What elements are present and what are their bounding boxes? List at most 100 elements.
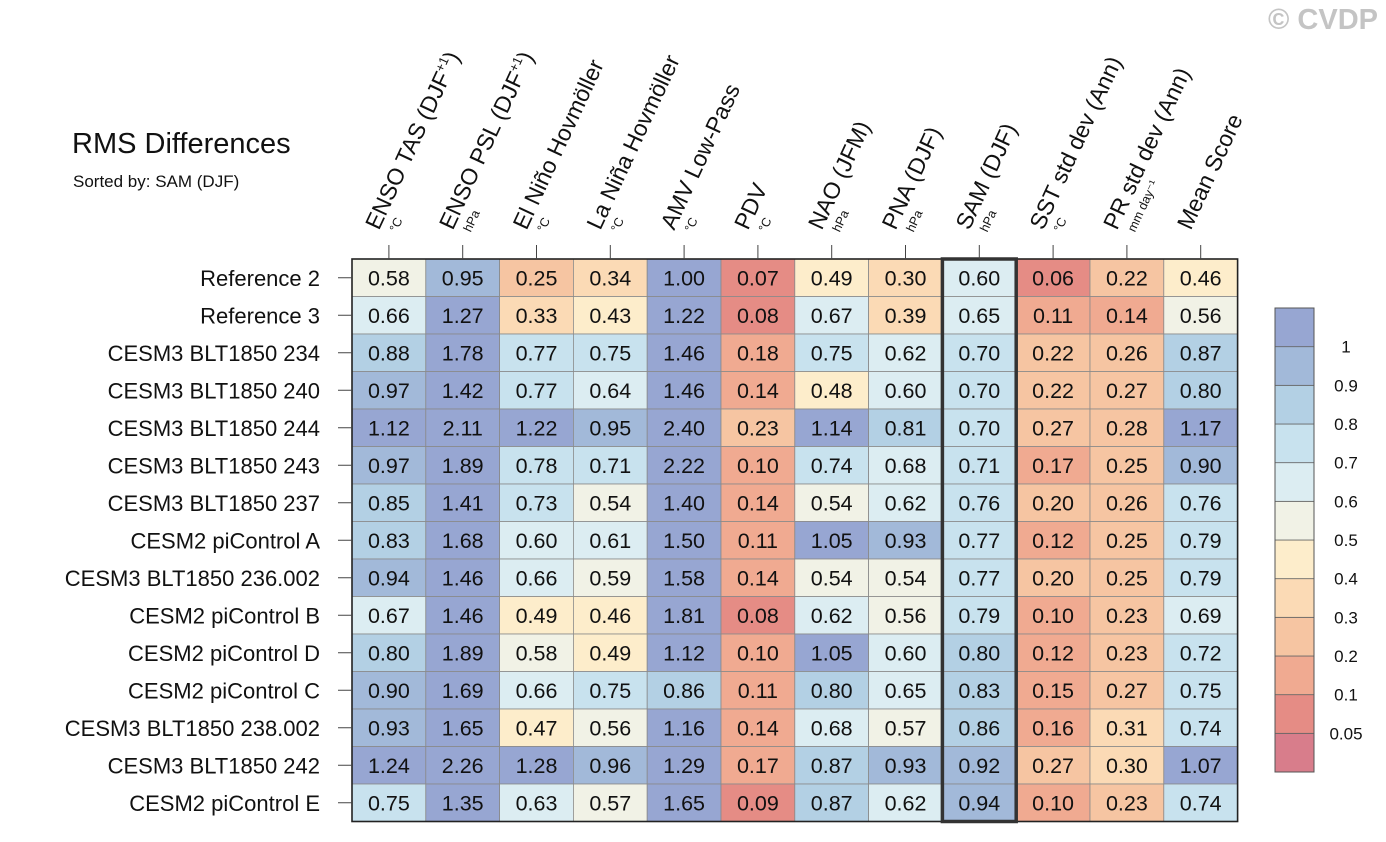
heatmap-cell xyxy=(646,521,722,560)
cell-value-label: 0.67 xyxy=(368,604,410,628)
cell-value-label: 0.65 xyxy=(958,304,1000,328)
cell-value-label: 0.94 xyxy=(368,566,410,590)
chart-title: RMS Differences xyxy=(72,128,291,160)
heatmap-cell xyxy=(720,446,796,485)
cell-value-label: 1.65 xyxy=(442,716,484,740)
colorbar-swatch xyxy=(1274,655,1315,696)
colorbar-swatch xyxy=(1274,500,1315,541)
cell-value-label: 0.94 xyxy=(958,791,1000,815)
colorbar-level-label: 0.3 xyxy=(1334,608,1358,627)
cell-value-label: 0.33 xyxy=(516,304,558,328)
heatmap-cell xyxy=(1015,746,1091,785)
cell-value-label: 0.95 xyxy=(589,416,631,440)
cell-value-label: 0.76 xyxy=(958,491,1000,515)
heatmap-cell xyxy=(425,708,500,747)
heatmap-cell xyxy=(720,633,796,672)
cell-value-label: 0.23 xyxy=(737,416,779,440)
cell-value-label: 0.62 xyxy=(885,791,927,815)
cell-value-label: 0.81 xyxy=(885,416,927,440)
column-label: Mean Score xyxy=(1172,110,1248,233)
cell-value-label: 0.74 xyxy=(1180,716,1222,740)
heatmap-cell xyxy=(868,446,943,485)
cell-value-label: 0.75 xyxy=(368,791,410,815)
heatmap-cell xyxy=(351,783,427,822)
cell-value-label: 1.05 xyxy=(811,641,853,665)
cell-value-label: 0.56 xyxy=(589,716,631,740)
heatmap-cell xyxy=(351,708,427,747)
cell-value-label: 0.49 xyxy=(589,641,631,665)
cell-value-label: 0.93 xyxy=(885,529,927,553)
cell-value-label: 1.12 xyxy=(368,416,410,440)
heatmap-cell xyxy=(1163,521,1239,560)
colorbar-swatch xyxy=(1274,539,1315,580)
heatmap-cell xyxy=(1163,333,1239,372)
cell-value-label: 1.29 xyxy=(663,754,705,778)
cell-value-label: 0.26 xyxy=(1106,491,1148,515)
cell-value-label: 1.81 xyxy=(663,604,705,628)
heatmap-cell xyxy=(646,671,722,710)
heatmap-cell xyxy=(868,596,943,635)
cell-value-label: 1.05 xyxy=(811,529,853,553)
cell-value-label: 0.69 xyxy=(1180,604,1222,628)
heatmap-cell xyxy=(1163,483,1239,522)
cell-value-label: 1.46 xyxy=(442,604,484,628)
heatmap-cell xyxy=(1163,558,1239,597)
heatmap-cell xyxy=(425,446,500,485)
cell-value-label: 0.97 xyxy=(368,454,410,478)
column-label: PNA (DJF)hPa xyxy=(876,123,946,234)
cell-value-label: 1.00 xyxy=(663,266,705,290)
cell-value-label: 0.11 xyxy=(1033,304,1073,328)
cell-value-label: 0.49 xyxy=(811,266,853,290)
heatmap-cell xyxy=(425,371,500,410)
heatmap-cell xyxy=(720,296,796,335)
cell-value-label: 0.28 xyxy=(1106,416,1148,440)
heatmap-cell xyxy=(1163,671,1239,710)
cell-value-label: 0.65 xyxy=(885,679,927,703)
cell-value-label: 0.62 xyxy=(885,341,927,365)
cell-value-label: 0.96 xyxy=(589,754,631,778)
heatmap-cell xyxy=(1089,708,1165,747)
cell-value-label: 1.50 xyxy=(663,529,705,553)
colorbar-swatch xyxy=(1274,616,1315,657)
cell-value-label: 0.09 xyxy=(737,791,779,815)
cell-value-label: 1.68 xyxy=(442,529,484,553)
colorbar-level-label: 0.4 xyxy=(1334,570,1358,589)
heatmap-cell xyxy=(868,746,943,785)
cell-value-label: 0.62 xyxy=(885,491,927,515)
cell-value-label: 0.75 xyxy=(811,341,853,365)
cell-value-label: 0.57 xyxy=(589,791,631,815)
colorbar-swatch xyxy=(1274,462,1315,502)
row-label: CESM2 piControl E xyxy=(129,791,320,816)
heatmap-cell xyxy=(646,483,722,522)
heatmap-cell xyxy=(1015,783,1091,822)
cell-value-label: 0.27 xyxy=(1032,416,1074,440)
cell-value-label: 0.22 xyxy=(1106,266,1148,290)
heatmap-cell xyxy=(720,483,796,522)
cell-value-label: 0.54 xyxy=(885,566,927,590)
cell-value-label: 0.06 xyxy=(1032,266,1074,290)
cell-value-label: 1.46 xyxy=(663,379,705,403)
heatmap-cell xyxy=(573,746,648,785)
heatmap-cell xyxy=(351,408,427,447)
heatmap-cell xyxy=(499,746,574,785)
row-label: CESM3 BLT1850 240 xyxy=(108,378,320,403)
heatmap-cell xyxy=(720,408,796,447)
cell-value-label: 0.10 xyxy=(1032,604,1074,628)
column-label: SAM (DJF)hPa xyxy=(950,119,1022,234)
cell-value-label: 0.23 xyxy=(1106,641,1148,665)
colorbar-swatch xyxy=(1274,694,1315,734)
cell-value-label: 0.70 xyxy=(958,341,1000,365)
heatmap-cell xyxy=(499,596,574,635)
cell-value-label: 0.74 xyxy=(1180,791,1222,815)
cell-value-label: 0.75 xyxy=(589,679,631,703)
heatmap-cell xyxy=(1163,408,1239,447)
row-label: CESM3 BLT1850 234 xyxy=(108,341,320,366)
cell-value-label: 0.90 xyxy=(368,679,410,703)
cell-value-label: 1.27 xyxy=(442,304,484,328)
heatmap-cell xyxy=(794,296,869,335)
colorbar-swatch xyxy=(1274,578,1315,618)
cell-value-label: 1.22 xyxy=(663,304,705,328)
heatmap-cell xyxy=(1015,446,1091,485)
heatmap-cell xyxy=(499,333,574,372)
cell-value-label: 0.60 xyxy=(516,529,558,553)
